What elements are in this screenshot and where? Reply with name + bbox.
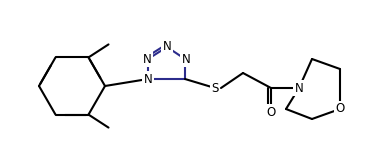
Text: N: N: [295, 82, 303, 94]
Text: S: S: [211, 82, 219, 94]
Text: O: O: [335, 102, 345, 116]
Text: N: N: [163, 40, 171, 52]
Text: O: O: [266, 106, 276, 119]
Text: N: N: [182, 52, 190, 66]
Text: N: N: [142, 52, 151, 66]
Text: N: N: [144, 73, 152, 85]
